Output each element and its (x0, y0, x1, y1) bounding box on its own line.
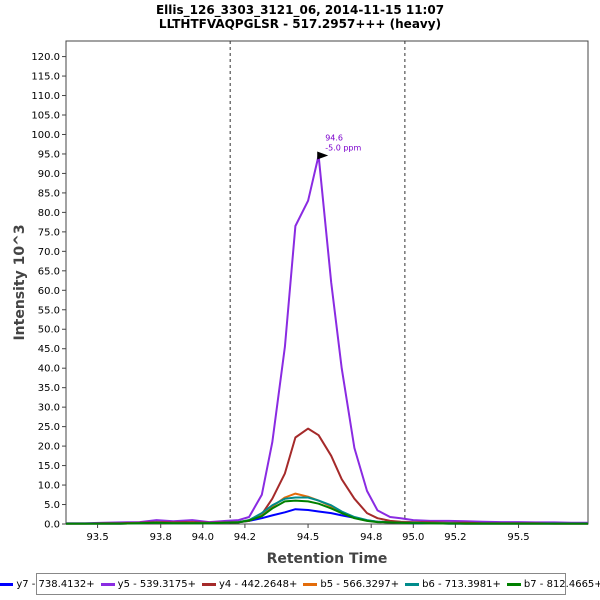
y-tick-label: 30.0 (38, 403, 60, 414)
legend-item: y7 - 738.4132+ (0, 579, 95, 590)
legend-swatch (303, 582, 318, 586)
chart-legend: y7 - 738.4132+ y5 - 539.3175+ y4 - 442.264… (0, 573, 600, 595)
legend-swatch (405, 582, 420, 586)
legend-item: b5 - 566.3297+ (303, 579, 399, 590)
legend-swatch (0, 582, 14, 586)
y-tick-label: 100.0 (31, 130, 60, 141)
legend-item: y4 - 442.2648+ (202, 579, 297, 590)
legend-label: y4 - 442.2648+ (219, 578, 298, 590)
y-tick-label: 15.0 (38, 461, 60, 472)
legend-swatch (506, 582, 521, 586)
x-tick-label: 94.0 (192, 532, 214, 543)
legend-swatch (100, 582, 115, 586)
x-tick-label: 95.2 (444, 532, 466, 543)
legend-label: b7 - 812.4665+ (523, 578, 600, 590)
y-tick-label: 85.0 (38, 188, 60, 199)
legend-label: y5 - 539.3175+ (117, 578, 196, 590)
legend-swatch (202, 582, 216, 586)
series-line-y4 (66, 427, 588, 525)
y-tick-label: 50.0 (38, 325, 60, 336)
y-tick-label: 70.0 (38, 247, 60, 258)
y-tick-label: 0.0 (44, 520, 60, 531)
x-tick-label: 93.5 (86, 532, 108, 543)
x-tick-label: 95.5 (507, 532, 529, 543)
legend-label: b5 - 566.3297+ (320, 578, 400, 590)
y-tick-label: 120.0 (31, 52, 60, 63)
y-tick-label: 20.0 (38, 442, 60, 453)
x-tick-label: 93.8 (150, 532, 172, 543)
legend-item: y5 - 539.3175+ (100, 578, 196, 590)
y-tick-label: 10.0 (38, 481, 60, 492)
y-tick-label: 35.0 (38, 383, 60, 394)
y-axis-label: Intensity 10^3 (12, 224, 28, 340)
x-tick-label: 95.0 (402, 532, 424, 543)
legend-label: b6 - 713.3981+ (422, 578, 501, 590)
peak-annotation-label: -5.0 ppm (325, 144, 361, 153)
y-tick-label: 80.0 (38, 208, 60, 219)
legend-label: y7 - 738.4132+ (16, 578, 95, 590)
y-tick-label: 110.0 (31, 91, 60, 102)
y-tick-label: 95.0 (38, 149, 60, 160)
x-axis-label: Retention Time (267, 551, 388, 567)
y-tick-label: 60.0 (38, 286, 60, 297)
plot-frame (65, 40, 589, 525)
legend-item: b6 - 713.3981+ (405, 579, 501, 590)
y-tick-label: 25.0 (38, 422, 60, 433)
y-tick-label: 115.0 (31, 72, 60, 83)
series-line-b7 (66, 499, 588, 525)
series-line-b6 (66, 496, 588, 525)
x-tick-label: 94.8 (360, 532, 382, 543)
series-line-y5 (66, 154, 588, 525)
legend-item: b7 - 812.4665+ (506, 578, 600, 590)
y-tick-label: 55.0 (38, 305, 60, 316)
peak-marker-icon (317, 151, 329, 160)
y-tick-label: 5.0 (44, 500, 60, 511)
series-line-b5 (66, 492, 588, 525)
y-tick-label: 90.0 (38, 169, 60, 180)
y-tick-label: 40.0 (38, 364, 60, 375)
chart-subtitle: LLTHTFVAQPGLSR - 517.2957+++ (heavy) (158, 17, 442, 31)
y-tick-label: 75.0 (38, 227, 60, 238)
chart-title: Ellis_126_3303_3121_06, 2014-11-15 11:07 (155, 3, 445, 17)
x-tick-label: 94.2 (234, 532, 256, 543)
x-tick-label: 94.5 (297, 532, 319, 543)
y-tick-label: 65.0 (38, 266, 60, 277)
y-tick-label: 45.0 (38, 344, 60, 355)
y-tick-label: 105.0 (31, 111, 60, 122)
peak-annotation-label: 94.6 (325, 134, 343, 143)
